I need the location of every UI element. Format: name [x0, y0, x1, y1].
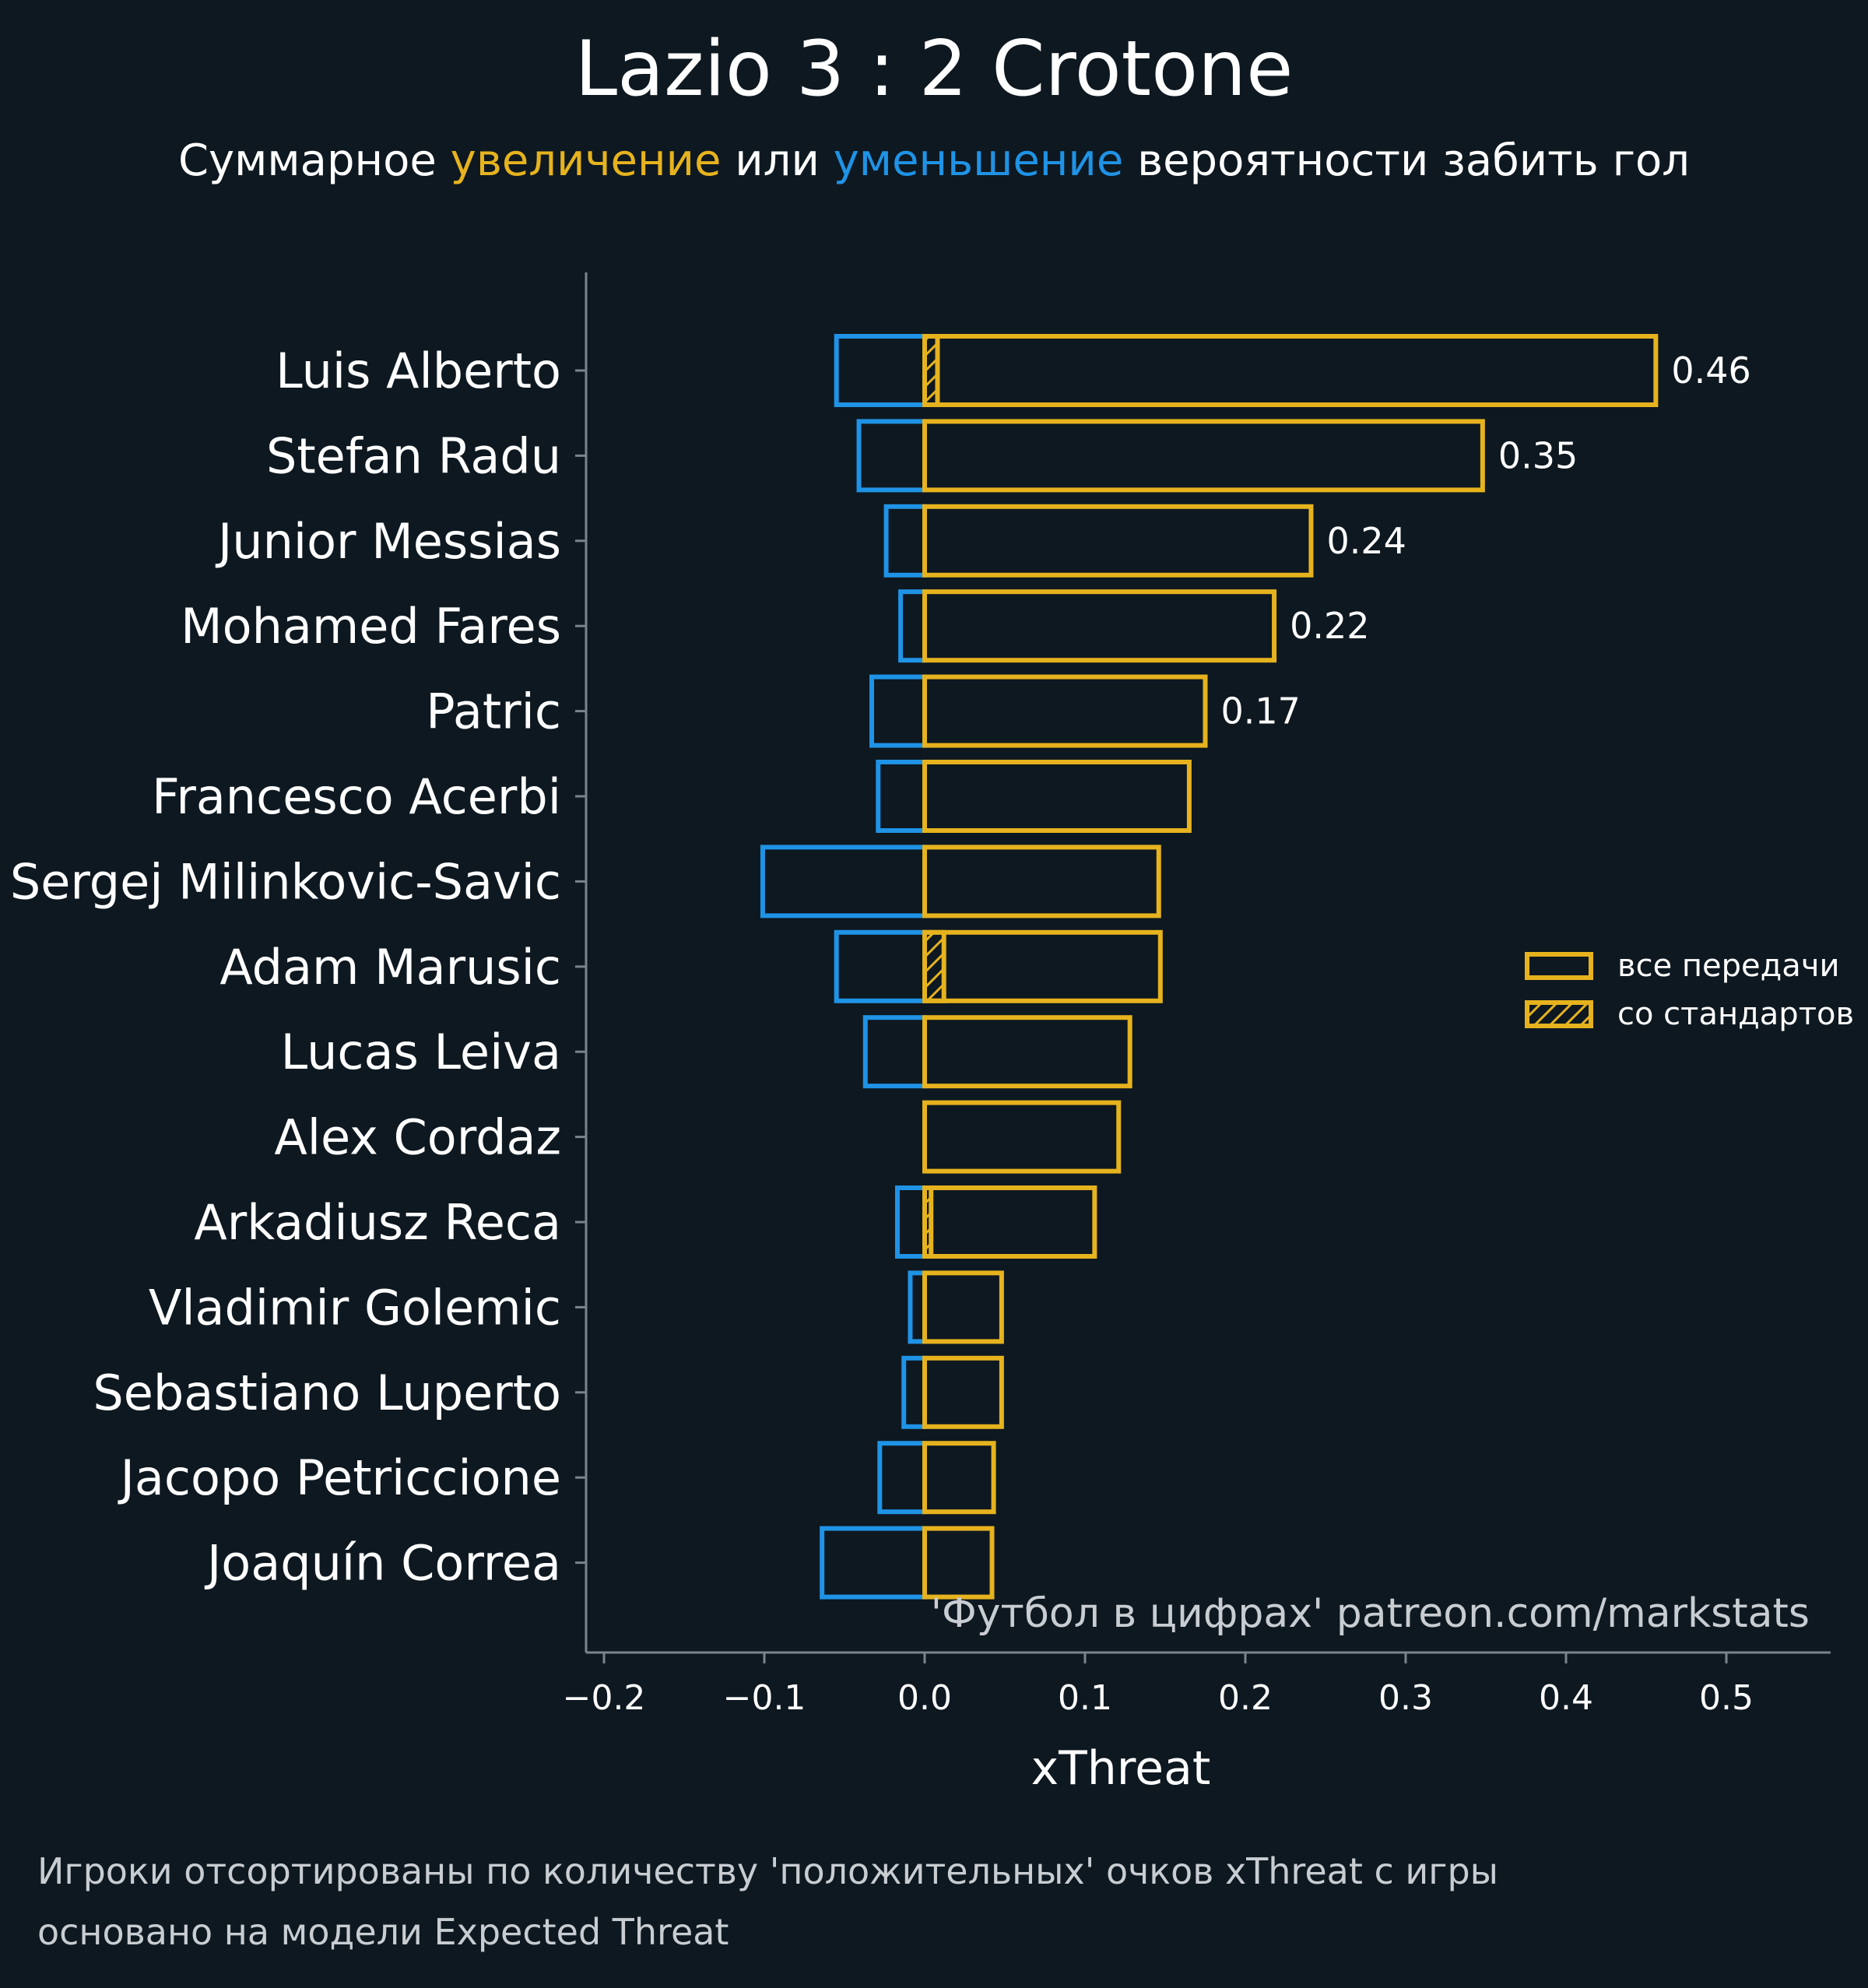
bar-positive: [922, 1185, 1097, 1259]
subtitle-part-4: вероятности забить гол: [1123, 135, 1690, 186]
bar-positive: [922, 1355, 1004, 1429]
bar-set-piece: [922, 334, 940, 407]
bar-negative: [898, 589, 927, 663]
bar-negative: [869, 674, 928, 748]
player-label: Alex Cordaz: [274, 1109, 561, 1166]
bar-negative: [876, 760, 928, 833]
bar-positive: [922, 419, 1485, 493]
player-label: Joaquín Correa: [204, 1535, 561, 1592]
footnote-sorting: Игроки отсортированы по количеству 'поло…: [37, 1850, 1498, 1892]
subtitle-part-1: увеличение: [451, 135, 722, 186]
bar-negative: [901, 1355, 927, 1429]
subtitle-part-0: Суммарное: [178, 135, 451, 186]
x-tick-label: −0.2: [563, 1678, 646, 1718]
bar-negative: [877, 1441, 927, 1515]
legend-swatch-set-piece: [1525, 1000, 1593, 1028]
value-label: 0.46: [1671, 349, 1750, 392]
plot-area: −0.2 −0.1 0.0 0.1 0.2 0.3 0.4 0.5 Luis Alberto 0.…: [10, 272, 1831, 1718]
bar-negative: [760, 845, 927, 918]
chart-title: Lazio 3 : 2 Crotone: [575, 25, 1294, 114]
legend-label: со стандартов: [1617, 996, 1854, 1032]
x-tick-label: −0.1: [723, 1678, 806, 1718]
bar-positive: [922, 589, 1277, 663]
x-tick-label: 0.2: [1218, 1678, 1273, 1718]
player-label: Sergej Milinkovic-Savic: [10, 853, 561, 910]
player-label: Patric: [426, 683, 561, 740]
bar-positive: [922, 1441, 996, 1515]
bar-positive: [922, 1526, 995, 1600]
bar-negative: [883, 504, 928, 578]
value-label: 0.35: [1498, 434, 1578, 476]
player-label: Francesco Acerbi: [152, 768, 561, 825]
bar-negative: [834, 929, 927, 1003]
bar-positive: [922, 760, 1192, 833]
bar-positive: [922, 504, 1314, 578]
bar-positive: [922, 1100, 1122, 1174]
player-label: Jacopo Petriccione: [118, 1449, 561, 1506]
legend-swatch-all: [1525, 952, 1593, 980]
x-tick-label: 0.3: [1378, 1678, 1433, 1718]
player-label: Luis Alberto: [276, 342, 561, 399]
bar-positive: [922, 1270, 1004, 1344]
bar-negative: [894, 1185, 927, 1259]
player-label: Sebastiano Luperto: [93, 1365, 561, 1421]
bar-positive: [922, 1015, 1132, 1089]
bar-negative: [820, 1526, 928, 1600]
bar-positive: [922, 334, 1659, 407]
bar-positive: [922, 674, 1208, 748]
player-label: Junior Messias: [215, 513, 561, 570]
value-label: 0.24: [1326, 520, 1406, 562]
value-label: 0.22: [1290, 605, 1369, 647]
player-label: Arkadiusz Reca: [194, 1194, 561, 1251]
subtitle-part-2: или: [721, 135, 833, 186]
bar-negative: [834, 334, 927, 407]
watermark-text: 'Футбол в цифрах' patreon.com/markstats: [931, 1590, 1810, 1637]
x-tick-label: 0.5: [1699, 1678, 1754, 1718]
bar-positive: [922, 845, 1161, 918]
x-tick-label: 0.0: [897, 1678, 952, 1718]
bar-negative: [856, 419, 928, 493]
footnote-model: основано на модели Expected Threat: [37, 1911, 729, 1953]
bar-negative: [862, 1015, 928, 1089]
player-label: Stefan Radu: [266, 427, 561, 484]
chart-subtitle: Суммарное увеличение или уменьшение веро…: [178, 135, 1690, 186]
bar-positive: [922, 929, 1163, 1003]
legend-label: все передачи: [1617, 948, 1839, 984]
x-tick-label: 0.1: [1058, 1678, 1112, 1718]
subtitle-part-3: уменьшение: [834, 135, 1124, 186]
value-label: 0.17: [1221, 690, 1301, 732]
player-label: Adam Marusic: [219, 939, 561, 996]
player-label: Vladimir Golemic: [149, 1279, 561, 1336]
x-axis-label: xThreat: [1031, 1741, 1211, 1796]
bar-set-piece: [922, 1185, 934, 1259]
bar-set-piece: [922, 929, 946, 1003]
legend: все передачи со стандартов: [1525, 948, 1854, 1032]
x-tick-label: 0.4: [1539, 1678, 1593, 1718]
player-label: Lucas Leiva: [281, 1024, 561, 1080]
player-label: Mohamed Fares: [181, 598, 561, 655]
